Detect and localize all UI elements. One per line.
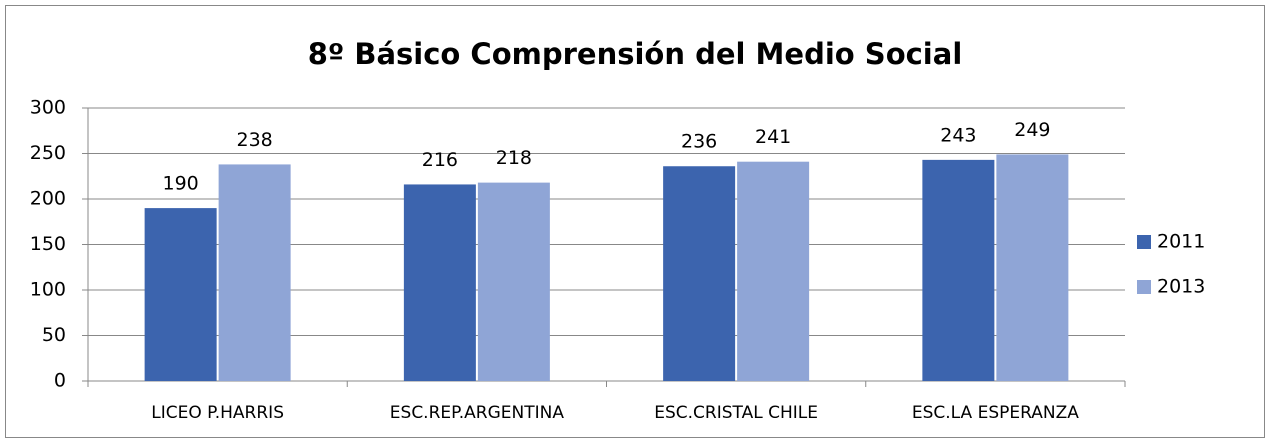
- data-label: 190: [162, 173, 198, 195]
- bar: [663, 166, 736, 381]
- legend-swatch: [1137, 280, 1151, 294]
- x-tick-label: LICEO P.HARRIS: [151, 403, 284, 423]
- bar: [403, 184, 476, 381]
- x-tick-label: ESC.REP.ARGENTINA: [390, 403, 565, 423]
- y-tick-label: 100: [30, 279, 66, 301]
- data-label: 216: [422, 149, 458, 171]
- bar: [144, 208, 217, 381]
- bar: [922, 159, 995, 381]
- bar: [737, 161, 810, 381]
- y-tick-label: 200: [30, 188, 66, 210]
- y-tick-label: 250: [30, 142, 66, 164]
- legend-label: 2013: [1157, 276, 1205, 298]
- y-tick-label: 300: [30, 97, 66, 119]
- data-label: 249: [1014, 119, 1050, 141]
- legend-swatch: [1137, 235, 1151, 249]
- x-tick-label: ESC.CRISTAL CHILE: [654, 403, 818, 423]
- bar: [218, 164, 291, 381]
- bar: [996, 154, 1069, 381]
- bar: [477, 182, 550, 381]
- y-tick-label: 50: [42, 324, 66, 346]
- y-tick-label: 150: [30, 233, 66, 255]
- y-tick-label: 0: [54, 370, 66, 392]
- chart-title: 8º Básico Comprensión del Medio Social: [308, 37, 963, 71]
- data-label: 236: [681, 131, 717, 153]
- data-label: 243: [940, 124, 976, 146]
- data-label: 238: [236, 129, 272, 151]
- data-label: 218: [496, 147, 532, 169]
- x-tick-label: ESC.LA ESPERANZA: [912, 403, 1079, 423]
- legend-label: 2011: [1157, 231, 1205, 253]
- data-label: 241: [755, 126, 791, 148]
